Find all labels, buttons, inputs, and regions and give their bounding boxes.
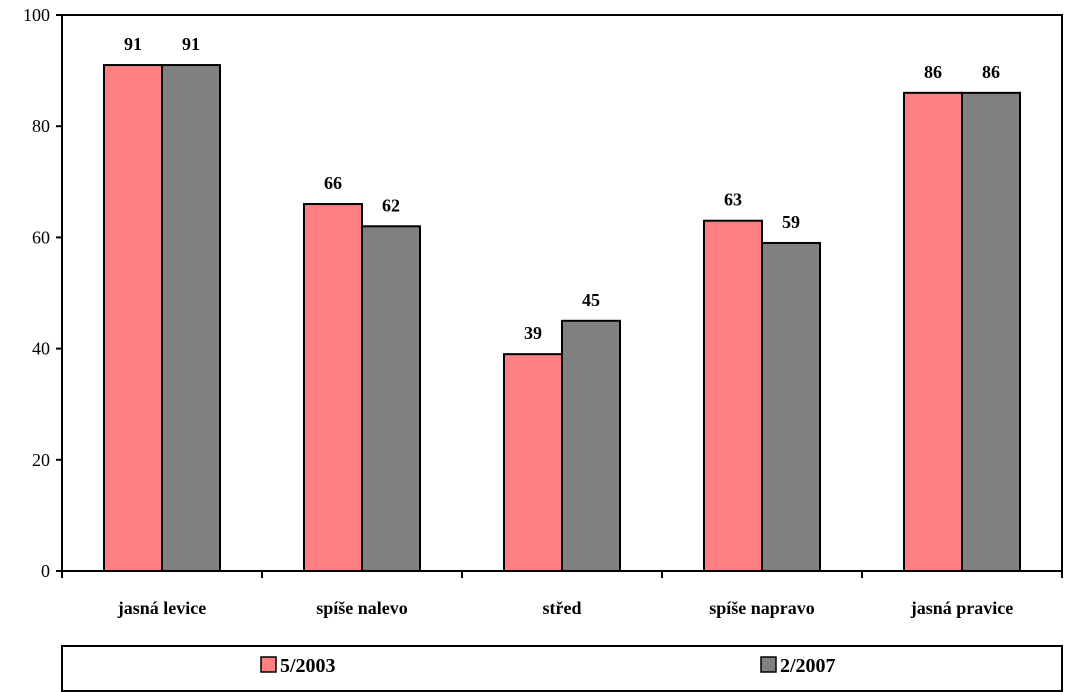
- bar: [503, 353, 563, 572]
- bar: [961, 91, 1021, 572]
- data-label: 62: [382, 195, 400, 215]
- x-axis: jasná levice spíše nalevo střed spíše napra…: [61, 571, 1063, 618]
- data-label: 91: [182, 34, 200, 54]
- y-tick-label: 80: [32, 116, 50, 136]
- data-label: 39: [524, 323, 542, 343]
- bar: [361, 225, 421, 572]
- legend-box: [61, 645, 1063, 692]
- data-label: 91: [124, 34, 142, 54]
- y-tick-label: 60: [32, 227, 50, 247]
- y-tick-label: 20: [32, 450, 50, 470]
- legend-label: 2/2007: [780, 655, 836, 677]
- category-label: jasná pravice: [910, 598, 1014, 618]
- legend-swatch: [260, 656, 277, 673]
- y-axis: 0 20 40 60 80 100: [23, 5, 62, 581]
- bar: [561, 319, 621, 572]
- bar: [103, 64, 163, 572]
- legend-swatch: [760, 656, 777, 673]
- data-labels: 91 91 66 62 39 45 63 59 86 86: [124, 34, 1000, 343]
- data-label: 45: [582, 290, 600, 310]
- bar: [303, 203, 363, 572]
- category-label: střed: [543, 598, 582, 618]
- y-tick-label: 100: [23, 5, 50, 25]
- data-label: 86: [924, 62, 942, 82]
- bar: [161, 64, 221, 572]
- y-tick-label: 0: [41, 561, 50, 581]
- bar: [903, 91, 963, 572]
- data-label: 59: [782, 212, 800, 232]
- legend: 5/2003 2/2007: [61, 645, 1063, 692]
- category-label: spíše nalevo: [316, 598, 408, 618]
- bar: [761, 241, 821, 573]
- data-label: 63: [724, 190, 742, 210]
- bars: [103, 64, 1021, 573]
- category-label: jasná levice: [117, 598, 206, 618]
- data-label: 66: [324, 173, 342, 193]
- data-label: 86: [982, 62, 1000, 82]
- legend-label: 5/2003: [280, 655, 336, 677]
- y-tick-label: 40: [32, 339, 50, 359]
- category-label: spíše napravo: [709, 598, 815, 618]
- bar: [703, 219, 763, 572]
